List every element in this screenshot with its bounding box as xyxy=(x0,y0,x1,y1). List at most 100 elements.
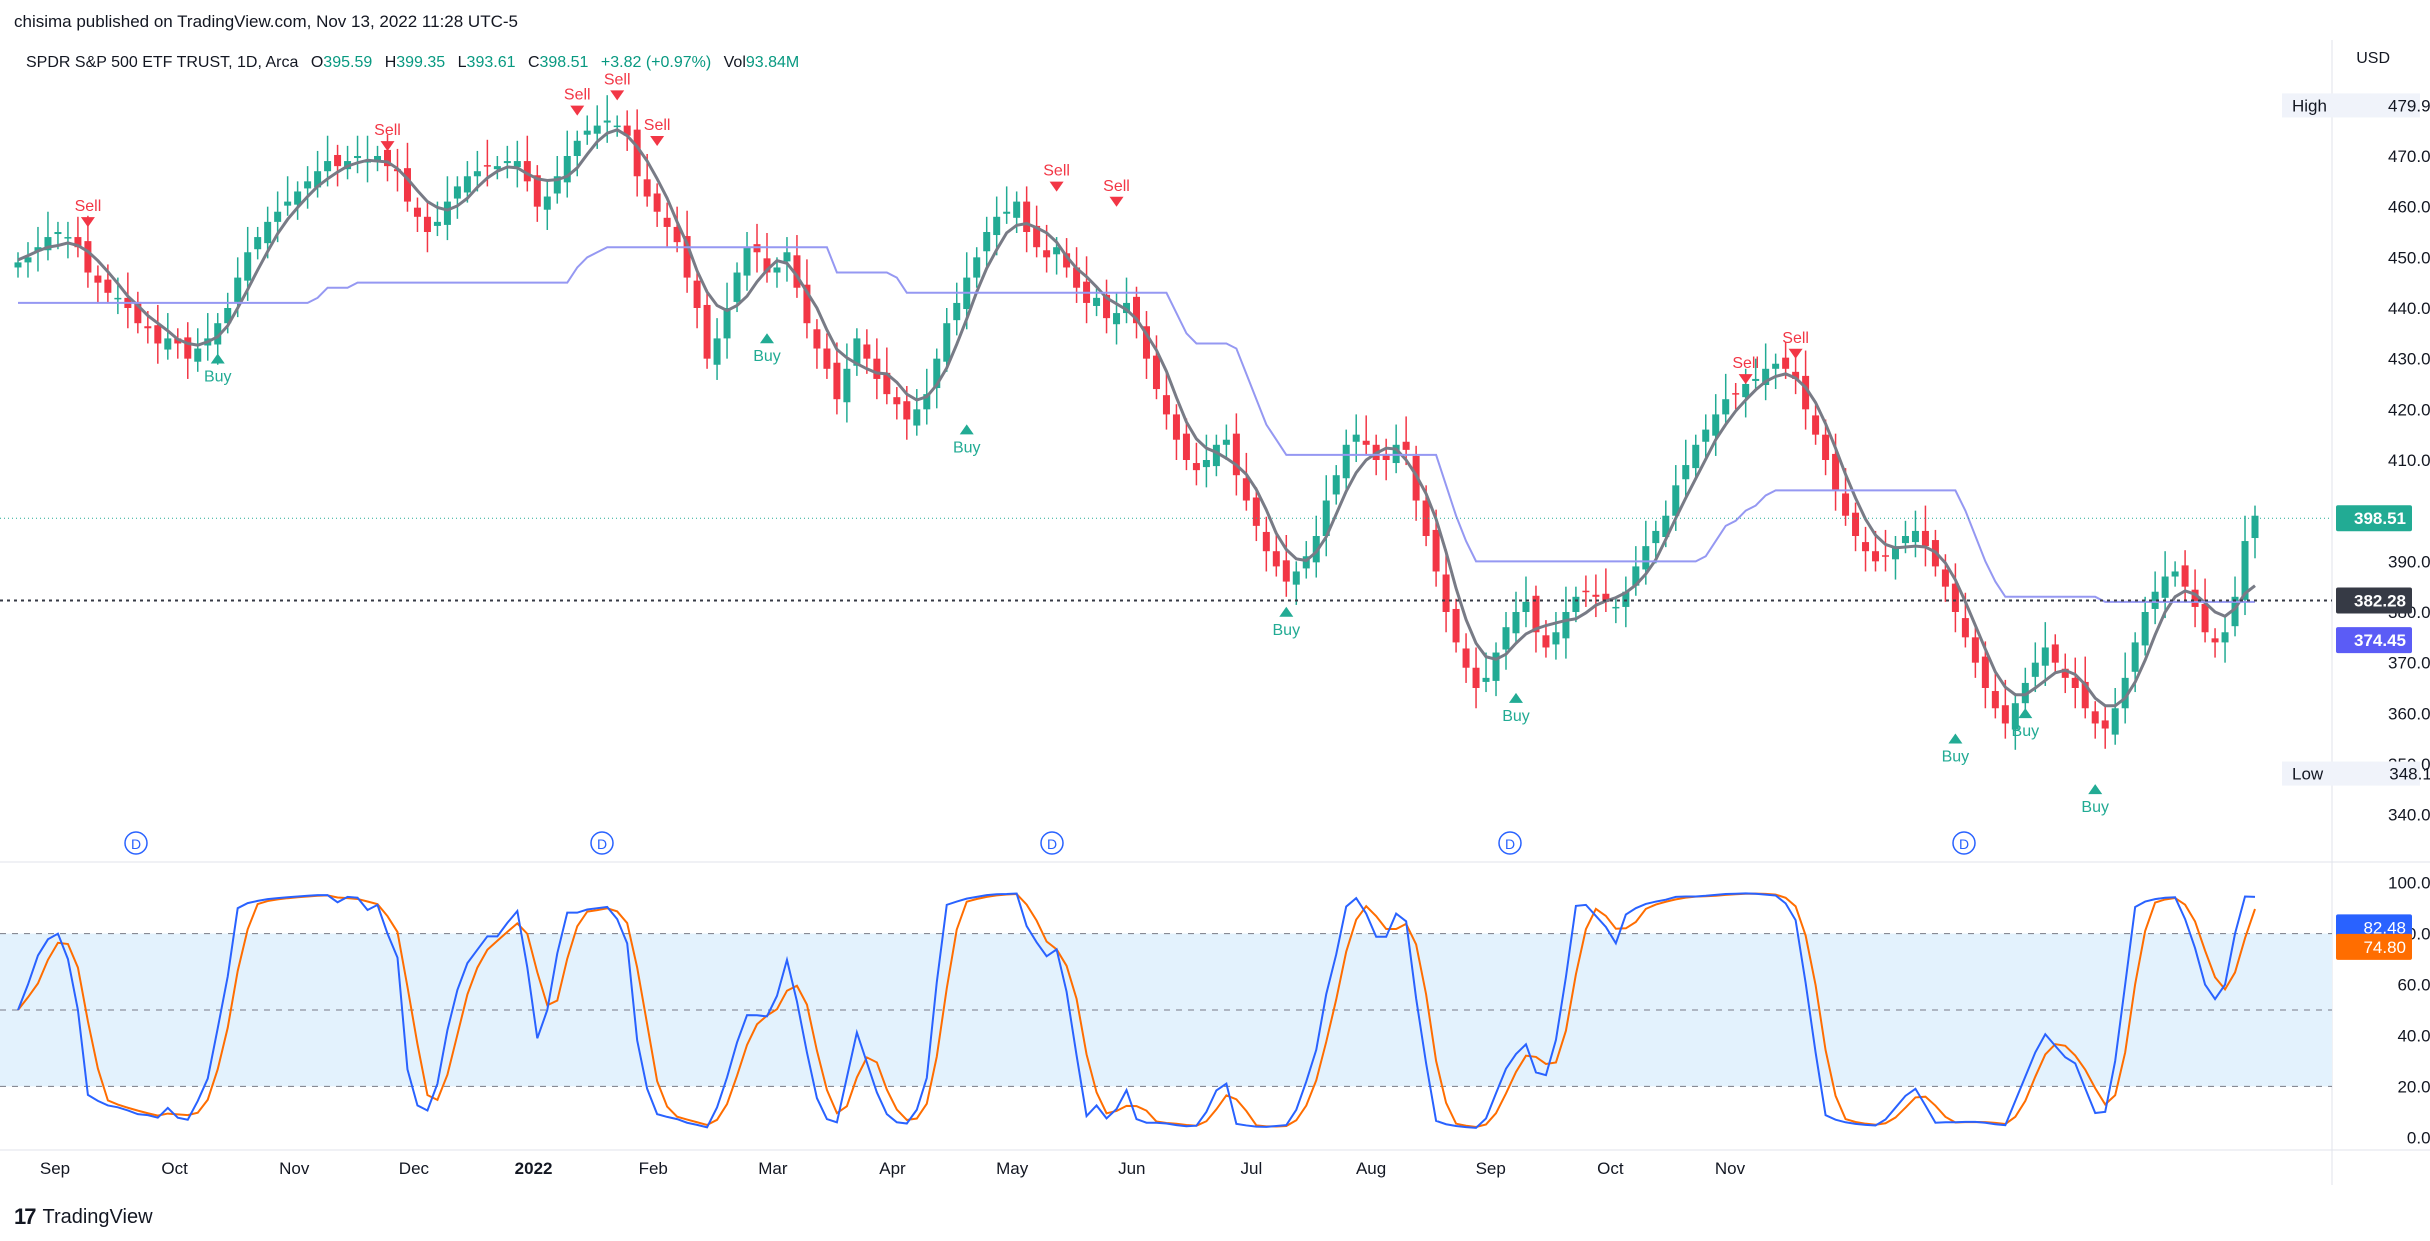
candle-body xyxy=(843,368,851,403)
price-extreme-value: 348.11 xyxy=(2389,765,2430,784)
dividend-marker-label: D xyxy=(1047,836,1057,852)
candle-body xyxy=(384,149,392,167)
candle-body xyxy=(1053,247,1061,255)
candle-body xyxy=(1033,225,1041,248)
candle-body xyxy=(2101,720,2109,729)
symbol-name[interactable]: SPDR S&P 500 ETF TRUST, 1D, Arca xyxy=(26,54,299,71)
candle-body xyxy=(24,257,32,263)
price-tick-label: 460.00 xyxy=(2388,198,2430,217)
candle-body xyxy=(863,344,871,359)
price-badge-value: 374.45 xyxy=(2354,631,2406,650)
candle-body xyxy=(184,337,192,359)
sell-signal-label: Sell xyxy=(1043,163,1070,180)
candle-body xyxy=(983,232,991,252)
buy-signal-label: Buy xyxy=(953,439,981,456)
candle-body xyxy=(1103,294,1111,319)
buy-signal-icon xyxy=(1279,606,1294,617)
close-value: 398.51 xyxy=(539,54,589,71)
candle-body xyxy=(374,156,382,162)
buy-signal-icon xyxy=(210,353,225,364)
candle-body xyxy=(1792,371,1800,379)
buy-signal-label: Buy xyxy=(1273,622,1301,639)
candle-body xyxy=(1842,493,1850,516)
candle-body xyxy=(853,338,861,366)
candle-body xyxy=(1981,656,1989,688)
high-value: 399.35 xyxy=(396,54,446,71)
candle-body xyxy=(2051,644,2059,663)
buy-signal-label: Buy xyxy=(2012,723,2040,740)
candle-body xyxy=(1192,463,1200,471)
candle-body xyxy=(443,201,451,225)
candle-body xyxy=(973,257,981,278)
candle-body xyxy=(723,308,731,339)
buy-signal-icon xyxy=(2088,784,2103,795)
candle-body xyxy=(2161,576,2169,598)
candle-body xyxy=(523,161,531,182)
candle-body xyxy=(1572,596,1580,612)
candle-body xyxy=(1722,399,1730,415)
buy-signal-label: Buy xyxy=(204,368,232,385)
candle-body xyxy=(463,176,471,193)
candle-body xyxy=(1662,515,1670,538)
candle-body xyxy=(2221,632,2229,643)
brand-name: TradingView xyxy=(42,1205,153,1228)
candle-body xyxy=(1692,444,1700,469)
candle-body xyxy=(2141,612,2149,646)
price-badge xyxy=(2336,587,2412,614)
sell-signal-icon xyxy=(570,105,585,116)
low-label: L xyxy=(457,54,467,71)
candle-body xyxy=(923,394,931,410)
tradingview-brand[interactable]: 17 TradingView xyxy=(14,1204,153,1230)
candle-body xyxy=(1392,444,1400,464)
candle-body xyxy=(1552,632,1560,645)
candle-body xyxy=(1382,453,1390,460)
price-badge xyxy=(2336,505,2412,532)
sell-signal-label: Sell xyxy=(1732,355,1759,372)
moving-average-line xyxy=(17,128,2256,708)
candle-body xyxy=(1941,569,1949,587)
candle-body xyxy=(503,161,511,164)
candle-body xyxy=(693,280,701,308)
candle-body xyxy=(1881,555,1889,557)
candle-body xyxy=(1023,201,1031,232)
time-tick-label: Mar xyxy=(758,1159,788,1178)
candle-body xyxy=(2201,603,2209,633)
buy-signal-icon xyxy=(2018,708,2033,719)
stoch-tick-label: 20.00 xyxy=(2397,1077,2430,1096)
sell-signal-label: Sell xyxy=(75,198,102,215)
candle-body xyxy=(1822,434,1830,460)
candle-body xyxy=(1642,546,1650,570)
time-tick-label: Nov xyxy=(279,1159,310,1178)
price-extreme-box xyxy=(2282,761,2420,786)
candle-body xyxy=(2081,681,2089,709)
publisher-line: chisima published on TradingView.com, No… xyxy=(14,12,518,31)
candle-body xyxy=(1252,497,1260,526)
candle-body xyxy=(753,244,761,253)
time-tick-label: Oct xyxy=(1597,1159,1624,1178)
candle-body xyxy=(274,211,282,222)
candle-body xyxy=(1492,652,1500,681)
candle-body xyxy=(1232,433,1240,476)
sell-signal-icon xyxy=(610,90,625,101)
candle-body xyxy=(1362,440,1370,445)
candle-body xyxy=(294,191,302,205)
time-tick-label: Oct xyxy=(161,1159,188,1178)
price-tick-label: 390.00 xyxy=(2388,552,2430,571)
currency-label: USD xyxy=(2356,50,2390,67)
candle-body xyxy=(1272,551,1280,567)
candle-body xyxy=(473,171,481,177)
candle-body xyxy=(543,196,551,210)
candle-body xyxy=(1772,363,1780,369)
candle-body xyxy=(1712,414,1720,436)
price-extreme-name: High xyxy=(2292,96,2327,115)
candle-body xyxy=(174,338,182,344)
candle-body xyxy=(2121,677,2129,709)
candle-body xyxy=(903,401,911,420)
candle-body xyxy=(713,338,721,365)
price-tick-label: 410.00 xyxy=(2388,451,2430,470)
candle-body xyxy=(134,301,142,324)
stoch-tick-label: 40.00 xyxy=(2397,1026,2430,1045)
candle-body xyxy=(1542,635,1550,648)
candle-body xyxy=(44,237,52,251)
